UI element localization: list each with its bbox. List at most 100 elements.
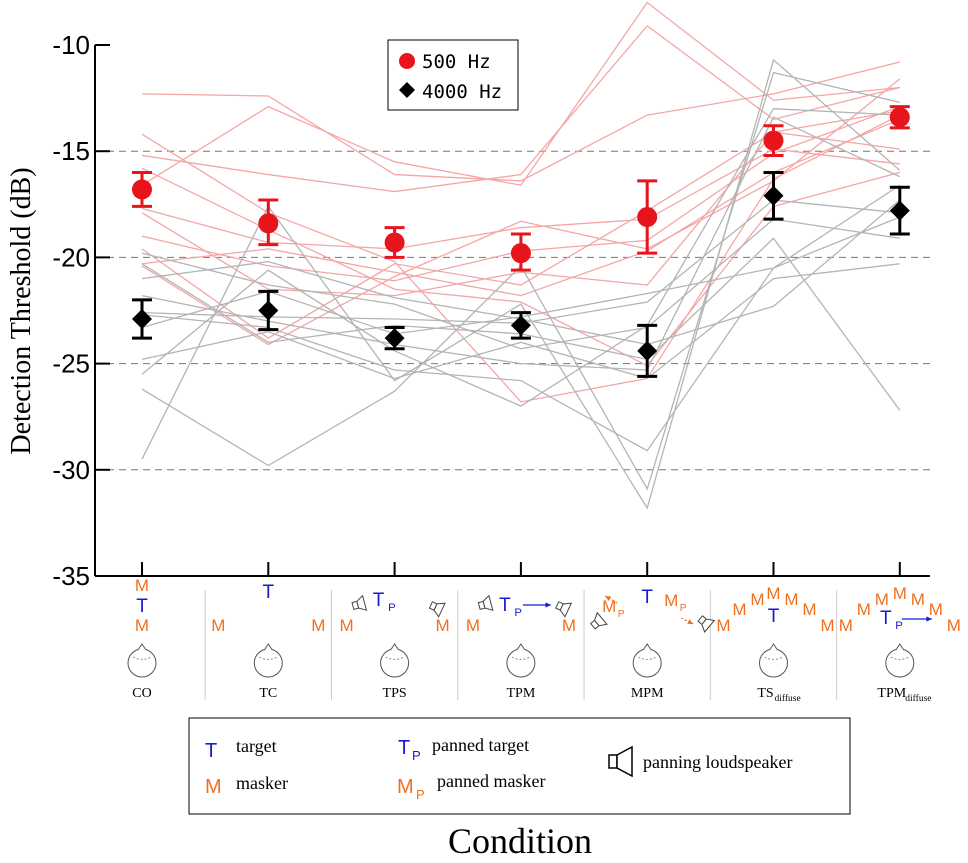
condition-label: TPM — [507, 686, 536, 701]
listener-head — [127, 648, 157, 678]
mean-point-500hz — [889, 107, 910, 128]
listener-nose — [390, 643, 400, 651]
condition-label: MPM — [631, 686, 664, 701]
target-symbol: T — [262, 582, 274, 603]
loudspeaker-cone — [356, 594, 368, 611]
panned-subscript: P — [388, 602, 396, 614]
key-panned-target-symbol: T — [398, 737, 410, 759]
loudspeaker-cone — [559, 602, 573, 618]
masker-symbol: M — [929, 600, 943, 619]
masker-symbol: M — [340, 616, 354, 635]
target-symbol: T — [768, 606, 780, 627]
subject-line-500hz — [141, 24, 900, 193]
listener-ear-line — [637, 656, 657, 660]
masker-symbol: M — [716, 616, 730, 635]
target-symbol: T — [641, 587, 653, 608]
listener-head — [380, 648, 410, 678]
mean-point-4000hz — [258, 300, 279, 321]
masker-symbol: M — [839, 616, 853, 635]
condition-subscript: diffuse — [775, 693, 801, 704]
masker-symbol: M — [784, 590, 798, 609]
loudspeaker-icon — [589, 611, 608, 630]
y-tick-label: -20 — [52, 242, 90, 272]
loudspeaker-icon — [477, 594, 494, 611]
key-loudspeaker-label: panning loudspeaker — [643, 752, 792, 772]
masker-symbol: M — [893, 584, 907, 603]
masker-symbol: M — [875, 590, 889, 609]
legend-4000-marker — [399, 82, 415, 98]
y-tick-label: -25 — [52, 349, 90, 379]
y-tick-label: -10 — [52, 30, 90, 60]
axes — [94, 45, 930, 577]
masker-symbol: M — [911, 590, 925, 609]
listener-nose — [137, 643, 147, 651]
mean-point-500hz — [510, 243, 531, 264]
mean-point-4000hz — [763, 185, 784, 206]
subject-line-4000hz — [141, 58, 901, 510]
y-tick-label: -35 — [52, 561, 90, 591]
listener-ear-line — [385, 656, 404, 660]
key-target-symbol: T — [205, 740, 217, 762]
listener-head — [506, 648, 536, 678]
listener-head — [632, 648, 662, 678]
pan-arrow-head — [605, 596, 612, 601]
mean-point-500hz — [763, 130, 784, 151]
panned-subscript: P — [618, 609, 625, 620]
listener-head — [885, 648, 915, 678]
panned-subscript: P — [895, 620, 903, 632]
masker-symbol: M — [135, 576, 149, 595]
condition-label: CO — [132, 686, 151, 701]
panned-subscript: P — [680, 603, 687, 614]
mean-point-500hz — [258, 213, 279, 234]
condition-label: TPS — [383, 686, 407, 701]
pan-arrow-head — [926, 616, 932, 622]
mean-point-500hz — [132, 179, 152, 200]
pan-arrow-head — [687, 619, 694, 624]
listener-ear-line — [764, 656, 783, 660]
target-symbol: T — [373, 590, 385, 611]
key-target-label: target — [236, 736, 277, 756]
loudspeaker-icon — [608, 745, 633, 778]
masker-symbol: M — [802, 600, 816, 619]
mean-point-500hz — [637, 207, 658, 228]
key-box — [188, 717, 851, 815]
loudspeaker-icon — [697, 615, 716, 633]
legend-box — [387, 39, 519, 111]
mean-point-4000hz — [132, 308, 152, 329]
target-symbol: T — [499, 595, 511, 616]
legend-500-label: 500 Hz — [422, 51, 491, 73]
key-panned-masker-subscript: P — [416, 787, 425, 802]
key-panned-target-subscript: P — [412, 748, 421, 763]
loudspeaker-icon — [555, 601, 573, 618]
masker-symbol: M — [436, 616, 450, 635]
listener-nose — [895, 643, 905, 651]
listener-head — [253, 648, 283, 678]
loudspeaker-icon — [428, 601, 446, 618]
subject-line-500hz — [141, 1, 900, 186]
panned-subscript: P — [514, 607, 522, 619]
mean-point-4000hz — [510, 315, 531, 336]
masker-symbol: M — [602, 597, 616, 616]
pan-arrow-head — [545, 602, 551, 608]
mean-point-4000hz — [889, 200, 910, 221]
legend: 500 Hz 4000 Hz — [387, 39, 519, 111]
masker-symbol: M — [857, 600, 871, 619]
masker-symbol: M — [211, 616, 225, 635]
listener-nose — [769, 643, 778, 651]
masker-symbol: M — [947, 616, 961, 635]
listener-nose — [642, 643, 652, 651]
key-panned-masker-label: panned masker — [437, 771, 545, 791]
masker-symbol: M — [562, 616, 576, 635]
y-tick-label: -30 — [52, 455, 90, 485]
y-axis-label: Detection Threshold (dB) — [6, 167, 37, 454]
subject-line-4000hz — [141, 263, 900, 380]
masker-symbol: M — [732, 600, 746, 619]
legend-4000-label: 4000 Hz — [422, 81, 502, 103]
masker-symbol: M — [664, 591, 678, 610]
mean-markers — [132, 105, 910, 378]
target-symbol: T — [136, 596, 148, 617]
mean-point-500hz — [384, 232, 405, 253]
masker-symbol: M — [750, 590, 764, 609]
key-masker-label: masker — [236, 773, 288, 793]
listener-nose — [263, 643, 273, 651]
